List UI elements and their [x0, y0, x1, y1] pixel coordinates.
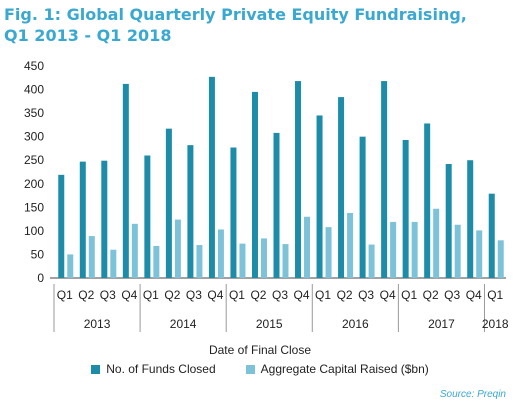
bar-capital-raised — [390, 222, 396, 278]
x-tick-label: Q1 — [487, 288, 503, 302]
bar-capital-raised — [412, 222, 418, 278]
bar-capital-raised — [304, 217, 310, 278]
y-tick-label: 200 — [24, 177, 44, 191]
bar-funds-closed — [209, 77, 215, 278]
y-tick-label: 100 — [24, 224, 44, 238]
x-tick-label: Q2 — [78, 288, 94, 302]
bar-capital-raised — [132, 224, 138, 278]
bar-funds-closed — [101, 161, 107, 278]
x-tick-label: Q4 — [294, 288, 310, 302]
bar-capital-raised — [239, 244, 245, 278]
y-tick-label: 450 — [24, 59, 44, 73]
bar-funds-closed — [123, 84, 129, 278]
x-tick-label: Q2 — [423, 288, 439, 302]
legend: No. of Funds Closed Aggregate Capital Ra… — [0, 362, 520, 376]
x-tick-label: Q2 — [250, 288, 266, 302]
bar-funds-closed — [252, 92, 258, 278]
bar-capital-raised — [153, 246, 159, 278]
year-label: 2017 — [428, 317, 455, 331]
x-tick-label: Q1 — [401, 288, 417, 302]
year-label: 2013 — [84, 317, 111, 331]
x-tick-label: Q3 — [444, 288, 460, 302]
bar-capital-raised — [261, 238, 267, 278]
bar-capital-raised — [369, 245, 375, 278]
bar-funds-closed — [446, 164, 452, 278]
x-tick-label: Q4 — [380, 288, 396, 302]
source-note: Source: Preqin — [440, 389, 506, 400]
bar-capital-raised — [433, 209, 439, 278]
bar-funds-closed — [80, 162, 86, 278]
year-label: 2016 — [342, 317, 369, 331]
x-axis-label: Date of Final Close — [0, 343, 520, 357]
bar-funds-closed — [338, 97, 344, 278]
bar-capital-raised — [498, 240, 504, 278]
bar-funds-closed — [467, 160, 473, 278]
bar-capital-raised — [218, 229, 224, 278]
bar-capital-raised — [455, 225, 461, 278]
bar-capital-raised — [89, 236, 95, 278]
x-tick-label: Q3 — [272, 288, 288, 302]
year-label: 2018 — [482, 317, 509, 331]
y-tick-label: 250 — [24, 153, 44, 167]
legend-label-capital: Aggregate Capital Raised ($bn) — [261, 362, 429, 376]
y-tick-label: 0 — [37, 271, 44, 285]
bar-funds-closed — [58, 175, 64, 278]
x-tick-label: Q1 — [315, 288, 331, 302]
y-tick-label: 50 — [31, 247, 45, 261]
bar-funds-closed — [403, 140, 409, 278]
bar-capital-raised — [175, 220, 181, 278]
bar-funds-closed — [360, 137, 366, 278]
x-tick-label: Q3 — [358, 288, 374, 302]
bar-funds-closed — [166, 129, 172, 278]
x-tick-label: Q3 — [186, 288, 202, 302]
bar-capital-raised — [283, 244, 289, 278]
y-tick-label: 350 — [24, 106, 44, 120]
legend-label-funds: No. of Funds Closed — [106, 362, 215, 376]
bar-chart: 0 50 100 150 200 250 300 350 400 450 Q1 Q2 Q3 Q4 Q1 Q2 Q… — [0, 0, 520, 340]
bar-funds-closed — [295, 81, 301, 278]
x-tick-label: Q2 — [337, 288, 353, 302]
x-tick-label: Q2 — [164, 288, 180, 302]
bar-capital-raised — [476, 230, 482, 278]
bar-capital-raised — [326, 227, 332, 278]
year-label: 2014 — [170, 317, 197, 331]
legend-swatch-capital — [246, 365, 255, 374]
legend-item-funds: No. of Funds Closed — [91, 362, 215, 376]
bar-funds-closed — [274, 133, 280, 278]
bar-capital-raised — [67, 254, 73, 278]
legend-item-capital: Aggregate Capital Raised ($bn) — [246, 362, 429, 376]
x-tick-label: Q4 — [207, 288, 223, 302]
bar-capital-raised — [347, 213, 353, 278]
bar-capital-raised — [110, 250, 116, 278]
bar-funds-closed — [144, 156, 150, 278]
bar-funds-closed — [424, 123, 430, 278]
bar-funds-closed — [230, 148, 236, 278]
x-tick-label: Q1 — [143, 288, 159, 302]
x-tick-label: Q3 — [100, 288, 116, 302]
x-tick-label: Q4 — [121, 288, 137, 302]
year-label: 2015 — [256, 317, 283, 331]
y-tick-label: 150 — [24, 200, 44, 214]
bar-funds-closed — [381, 81, 387, 278]
bar-funds-closed — [489, 194, 495, 278]
x-tick-label: Q4 — [466, 288, 482, 302]
bar-funds-closed — [317, 115, 323, 278]
bar-funds-closed — [187, 145, 193, 278]
legend-swatch-funds — [91, 365, 100, 374]
y-tick-label: 300 — [24, 130, 44, 144]
y-tick-label: 400 — [24, 83, 44, 97]
bar-capital-raised — [196, 245, 202, 278]
x-tick-label: Q1 — [229, 288, 245, 302]
x-tick-label: Q1 — [57, 288, 73, 302]
